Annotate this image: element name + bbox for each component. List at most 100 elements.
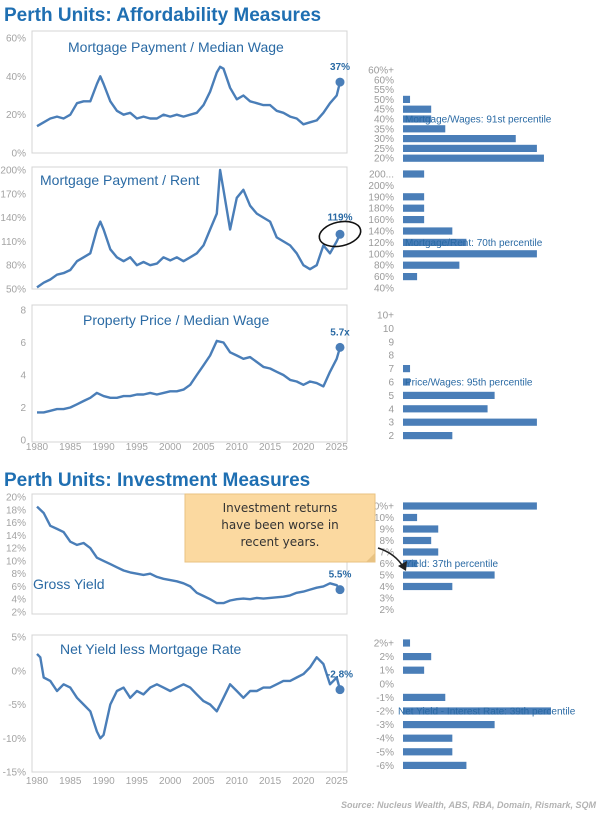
- dist-label: 50%: [374, 95, 394, 106]
- dist-label: 4: [388, 404, 394, 415]
- dist-label: -2%: [376, 707, 394, 718]
- y-tick-label: 140%: [0, 213, 26, 224]
- dist-bar: [403, 761, 467, 769]
- dist-bar: [403, 204, 425, 212]
- percentile-annotation: Yield: 37th percentile: [405, 559, 498, 570]
- x-tick-label: 2025: [326, 776, 349, 787]
- y-tick-label: 50%: [6, 285, 26, 296]
- dist-bar: [403, 734, 453, 742]
- dist-bar: [403, 559, 418, 568]
- dist-bar: [403, 571, 495, 579]
- y-tick-label: 5%: [12, 633, 27, 644]
- dist-label: 10+: [377, 311, 394, 322]
- end-value-label: 5.7x: [330, 327, 350, 338]
- x-tick-label: 2010: [226, 776, 249, 787]
- y-tick-label: 6: [20, 338, 26, 349]
- end-point: [335, 77, 345, 87]
- panel-price-wage: Property Price / Median Wage 0 2 4 6 8 5.7x 10…: [20, 304, 537, 447]
- dist-bar: [403, 693, 446, 701]
- dist-label: 10%+: [368, 502, 394, 513]
- chart-title-mortgage-rent: Mortgage Payment / Rent: [40, 172, 200, 188]
- dist-bar: [403, 261, 460, 269]
- x-axis-affordability: 1980 1985 1990 1995 2000 2005 2010 2015 2020 2025: [26, 442, 348, 453]
- y-tick-label: -15%: [3, 768, 26, 779]
- dist-bar: [403, 115, 432, 123]
- x-tick-label: 2025: [326, 442, 349, 453]
- dist-label: 10%: [374, 513, 394, 524]
- dist-label: 2%+: [374, 639, 394, 650]
- y-tick-label: 200%: [0, 166, 26, 177]
- dist-label: 20%: [374, 154, 394, 165]
- dist-label: 140%: [368, 227, 394, 238]
- series-line: [36, 168, 342, 289]
- dist-label: 6: [388, 378, 394, 389]
- chart-title-gross-yield: Gross Yield: [33, 576, 105, 592]
- chart-title-net-yield: Net Yield less Mortgage Rate: [60, 641, 242, 657]
- y-tick-label: 2: [20, 403, 26, 414]
- series-line: [36, 65, 342, 128]
- y-tick-label: 8%: [12, 569, 27, 580]
- x-tick-label: 2000: [159, 776, 182, 787]
- dist-label: 3%: [380, 594, 395, 605]
- dist-label: 40%: [374, 115, 394, 126]
- series-line: [36, 505, 341, 605]
- dist-label: 190%: [368, 192, 394, 203]
- dist-bar: [403, 513, 418, 522]
- y-tick-label: 0%: [12, 666, 27, 677]
- dist-label: 9: [388, 337, 394, 348]
- dist-bar: [403, 405, 488, 413]
- dist-bar: [403, 653, 432, 661]
- x-tick-label: 1980: [26, 776, 49, 787]
- callout-line-3: recent years.: [241, 535, 320, 549]
- dist-label: 2: [388, 431, 394, 442]
- dist-bar: [403, 391, 495, 399]
- x-tick-label: 2005: [192, 442, 215, 453]
- y-tick-label: 16%: [6, 518, 26, 529]
- dist-label: 7: [388, 364, 394, 375]
- y-tick-label: 20%: [6, 110, 26, 121]
- dist-bar: [403, 432, 453, 440]
- dist-bar: [403, 666, 425, 674]
- panel-mortgage-wage: Mortgage Payment / Median Wage 0% 20% 40% 6…: [6, 30, 552, 165]
- dist-bar: [403, 250, 537, 258]
- x-tick-label: 1985: [59, 442, 82, 453]
- dist-bar: [403, 273, 418, 281]
- dist-label: 6%: [380, 559, 395, 570]
- end-point: [335, 342, 345, 352]
- series-line: [37, 339, 342, 414]
- section-title-investment: Perth Units: Investment Measures: [4, 470, 310, 491]
- dist-bar: [403, 536, 432, 545]
- x-tick-label: 2010: [226, 442, 249, 453]
- y-tick-label: 40%: [6, 72, 26, 83]
- dist-bar: [403, 170, 425, 178]
- dist-label: 120%: [368, 238, 394, 249]
- y-tick-label: 4: [20, 371, 26, 382]
- y-tick-label: 10%: [6, 556, 26, 567]
- y-tick-label: 80%: [6, 261, 26, 272]
- dist-label: -5%: [376, 747, 394, 758]
- x-tick-label: 2000: [159, 442, 182, 453]
- y-tick-label: 170%: [0, 189, 26, 200]
- dist-bar: [403, 105, 432, 113]
- dist-label: 60%: [374, 272, 394, 283]
- dist-bar: [403, 548, 439, 556]
- y-tick-label: 2%: [12, 608, 27, 619]
- percentile-annotation: Price/Wages: 95th percentile: [405, 378, 533, 389]
- y-tick-label: 6%: [12, 582, 27, 593]
- x-tick-label: 2015: [259, 442, 282, 453]
- x-tick-label: 2020: [292, 442, 315, 453]
- dist-bar: [403, 135, 516, 143]
- dist-label: 180%: [368, 204, 394, 215]
- y-tick-label: 20%: [6, 493, 26, 504]
- dist-label: 100%: [368, 249, 394, 260]
- end-value-label: -2.8%: [327, 670, 353, 681]
- x-tick-label: 1990: [92, 776, 115, 787]
- y-tick-label: 12%: [6, 544, 26, 555]
- dist-bar: [403, 125, 446, 133]
- dist-label: -1%: [376, 693, 394, 704]
- dist-label: 200...: [369, 170, 394, 181]
- end-value-label: 37%: [330, 62, 350, 73]
- x-tick-label: 2015: [259, 776, 282, 787]
- y-tick-label: 110%: [1, 237, 26, 248]
